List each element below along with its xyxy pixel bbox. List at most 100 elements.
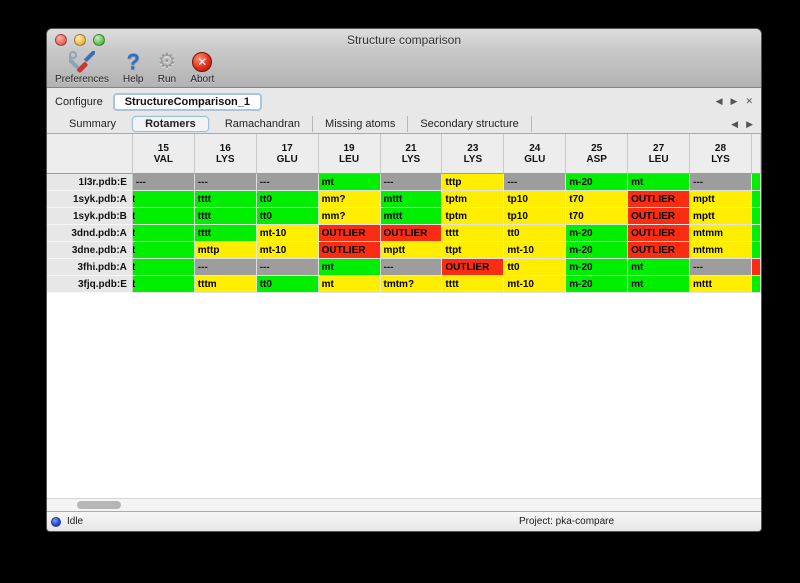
row-label[interactable]: 1syk.pdb:B (47, 208, 133, 225)
configuration-name-field[interactable]: StructureComparison_1 (112, 92, 263, 111)
minimize-window-icon[interactable] (74, 33, 86, 46)
rotamer-cell[interactable]: --- (132, 174, 195, 191)
scroll-right-icon[interactable]: ▶ (730, 96, 738, 106)
rotamer-cell[interactable]: mt (318, 174, 381, 191)
column-header-21[interactable]: 21 LYS (380, 134, 443, 174)
rotamer-cell[interactable]: tttt (442, 225, 505, 242)
rotamer-cell[interactable]: mt (628, 174, 691, 191)
row-label[interactable]: 3fjq.pdb:E (47, 276, 133, 293)
rotamer-cell[interactable]: mttt (690, 276, 752, 293)
column-header-16[interactable]: 16 LYS (194, 134, 257, 174)
close-window-icon[interactable] (55, 33, 67, 46)
rotamer-cell[interactable]: mt-10 (504, 276, 567, 293)
row-label[interactable]: 3dnd.pdb:A (47, 225, 133, 242)
scroll-left-icon[interactable]: ◀ (715, 96, 723, 106)
rotamer-cell[interactable]: mt (318, 259, 381, 276)
column-header-23[interactable]: 23 LYS (442, 134, 505, 174)
run-button[interactable]: ⚙ Run (158, 50, 177, 86)
rotamer-cell[interactable]: tttt (442, 276, 505, 293)
rotamer-cell[interactable]: tt0 (256, 276, 319, 293)
rotamer-cell[interactable]: OUTLIER (628, 191, 691, 208)
rotamer-cell[interactable]: tttm (194, 276, 257, 293)
rotamer-cell[interactable]: OUTLIER (318, 242, 381, 259)
rotamer-cell[interactable]: mtmm (690, 242, 752, 259)
rotamer-cell[interactable] (751, 225, 761, 242)
rotamer-cell[interactable]: mt-10 (256, 242, 319, 259)
row-label[interactable]: 1l3r.pdb:E (47, 174, 133, 191)
tab-scroll-right-icon[interactable]: ▶ (746, 118, 753, 129)
column-header-15[interactable]: 15 VAL (132, 134, 195, 174)
rotamer-cell[interactable]: t (132, 242, 195, 259)
preferences-button[interactable]: Preferences (55, 50, 109, 85)
rotamer-cell[interactable]: OUTLIER (318, 225, 381, 242)
tab-summary[interactable]: Summary (69, 118, 117, 130)
rotamer-cell[interactable]: tttt (194, 208, 257, 225)
rotamer-cell[interactable]: --- (380, 259, 443, 276)
row-label[interactable]: 3dne.pdb:A (47, 242, 133, 259)
rotamer-cell[interactable]: tptm (442, 208, 505, 225)
scrollbar-thumb[interactable] (77, 501, 121, 509)
rotamer-cell[interactable]: mm? (318, 191, 381, 208)
rotamer-cell[interactable]: mptt (690, 191, 752, 208)
rotamer-cell[interactable]: tt0 (256, 208, 319, 225)
rotamer-cell[interactable]: mt (628, 259, 691, 276)
rotamer-cell[interactable]: tttt (194, 225, 257, 242)
column-header-24[interactable]: 24 GLU (504, 134, 567, 174)
rotamer-cell[interactable] (751, 174, 761, 191)
tab-scroll-left-icon[interactable]: ◀ (731, 118, 739, 129)
rotamer-cell[interactable]: --- (194, 259, 257, 276)
rotamer-cell[interactable]: --- (504, 174, 567, 191)
rotamer-cell[interactable]: --- (690, 174, 752, 191)
rotamer-cell[interactable]: mttt (380, 208, 443, 225)
rotamer-cell[interactable]: m-20 (566, 225, 629, 242)
column-header-27[interactable]: 27 LEU (628, 134, 691, 174)
rotamer-cell[interactable] (751, 259, 761, 276)
rotamer-cell[interactable]: t (132, 208, 195, 225)
tab-missing-atoms[interactable]: Missing atoms (313, 116, 409, 132)
rotamer-cell[interactable]: tmtm? (380, 276, 443, 293)
row-label[interactable]: 1syk.pdb:A (47, 191, 133, 208)
rotamer-cell[interactable]: t (132, 191, 195, 208)
abort-button[interactable]: ✕ Abort (190, 50, 214, 85)
rotamer-cell[interactable] (751, 276, 761, 293)
rotamer-cell[interactable]: --- (380, 174, 443, 191)
rotamer-cell[interactable]: mttp (194, 242, 257, 259)
rotamer-cell[interactable]: tttt (194, 191, 257, 208)
rotamer-cell[interactable]: OUTLIER (380, 225, 443, 242)
rotamer-cell[interactable]: --- (690, 259, 752, 276)
column-header-28[interactable]: 28 LYS (690, 134, 752, 174)
rotamer-cell[interactable]: mt (628, 276, 691, 293)
rotamer-cell[interactable]: mt-10 (504, 242, 567, 259)
zoom-window-icon[interactable] (93, 33, 105, 46)
rotamer-cell[interactable]: t (132, 225, 195, 242)
rotamer-cell[interactable]: tptm (442, 191, 505, 208)
rotamer-cell[interactable]: OUTLIER (628, 208, 691, 225)
rotamer-cell[interactable]: tp10 (504, 208, 567, 225)
rotamer-cell[interactable]: t (132, 276, 195, 293)
rotamer-cell[interactable]: m-20 (566, 276, 629, 293)
help-button[interactable]: ? Help (123, 50, 144, 86)
rotamer-cell[interactable]: mt-10 (256, 225, 319, 242)
column-header-19[interactable]: 19 LEU (318, 134, 381, 174)
rotamer-cell[interactable]: OUTLIER (442, 259, 505, 276)
rotamer-cell[interactable] (751, 191, 761, 208)
rotamer-cell[interactable]: tttp (442, 174, 505, 191)
rotamer-cell[interactable] (751, 208, 761, 225)
rotamer-cell[interactable]: --- (256, 259, 319, 276)
tab-secondary-structure[interactable]: Secondary structure (408, 116, 532, 132)
rotamer-cell[interactable]: ttpt (442, 242, 505, 259)
column-header-17[interactable]: 17 GLU (256, 134, 319, 174)
rotamer-cell[interactable]: m-20 (566, 259, 629, 276)
rotamer-cell[interactable]: mt (318, 276, 381, 293)
rotamer-cell[interactable]: t (132, 259, 195, 276)
tab-ramachandran[interactable]: Ramachandran (213, 116, 314, 132)
rotamer-cell[interactable]: mttt (380, 191, 443, 208)
rotamer-cell[interactable]: tt0 (504, 225, 567, 242)
rotamer-cell[interactable]: OUTLIER (628, 225, 691, 242)
rotamer-cell[interactable]: tt0 (504, 259, 567, 276)
column-header-25[interactable]: 25 ASP (566, 134, 629, 174)
rotamer-cell[interactable]: tp10 (504, 191, 567, 208)
row-label[interactable]: 3fhi.pdb:A (47, 259, 133, 276)
rotamer-cell[interactable]: --- (194, 174, 257, 191)
rotamer-cell[interactable]: t70 (566, 208, 629, 225)
